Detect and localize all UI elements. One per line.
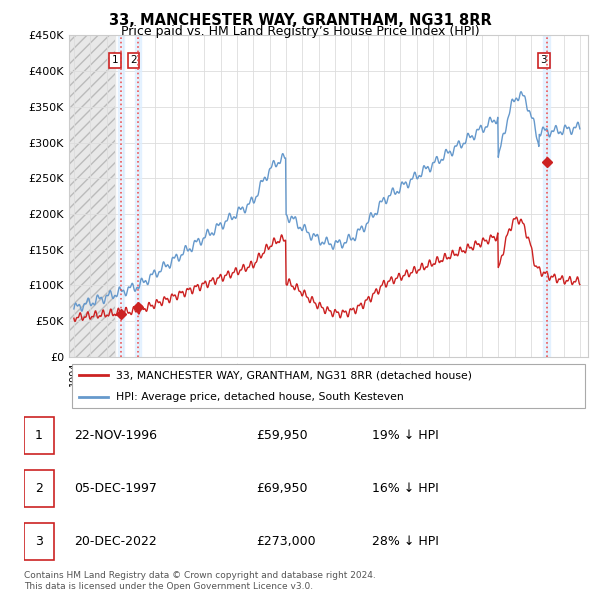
Text: 2: 2 (35, 481, 43, 495)
FancyBboxPatch shape (71, 363, 586, 408)
Bar (69, 35, 115, 357)
Text: 05-DEC-1997: 05-DEC-1997 (74, 481, 157, 495)
FancyBboxPatch shape (24, 523, 55, 560)
Text: 33, MANCHESTER WAY, GRANTHAM, NG31 8RR (detached house): 33, MANCHESTER WAY, GRANTHAM, NG31 8RR (… (116, 370, 472, 380)
Text: £69,950: £69,950 (256, 481, 307, 495)
Text: Contains HM Land Registry data © Crown copyright and database right 2024.
This d: Contains HM Land Registry data © Crown c… (24, 571, 376, 590)
Text: 3: 3 (541, 55, 547, 65)
Bar (118, 35, 124, 357)
Text: Price paid vs. HM Land Registry’s House Price Index (HPI): Price paid vs. HM Land Registry’s House … (121, 25, 479, 38)
Text: 19% ↓ HPI: 19% ↓ HPI (372, 428, 439, 442)
Text: 16% ↓ HPI: 16% ↓ HPI (372, 481, 439, 495)
Text: 1: 1 (112, 55, 118, 65)
Bar (69, 35, 115, 357)
Bar (544, 35, 550, 357)
Text: £59,950: £59,950 (256, 428, 307, 442)
Text: £273,000: £273,000 (256, 535, 316, 548)
FancyBboxPatch shape (24, 417, 55, 454)
Text: 2: 2 (130, 55, 137, 65)
Text: 33, MANCHESTER WAY, GRANTHAM, NG31 8RR: 33, MANCHESTER WAY, GRANTHAM, NG31 8RR (109, 13, 491, 28)
Text: 1: 1 (35, 428, 43, 442)
FancyBboxPatch shape (24, 470, 55, 507)
Bar (134, 35, 141, 357)
Text: 3: 3 (35, 535, 43, 548)
Text: 20-DEC-2022: 20-DEC-2022 (74, 535, 157, 548)
Text: HPI: Average price, detached house, South Kesteven: HPI: Average price, detached house, Sout… (116, 392, 403, 402)
Text: 28% ↓ HPI: 28% ↓ HPI (372, 535, 439, 548)
Text: 22-NOV-1996: 22-NOV-1996 (74, 428, 157, 442)
